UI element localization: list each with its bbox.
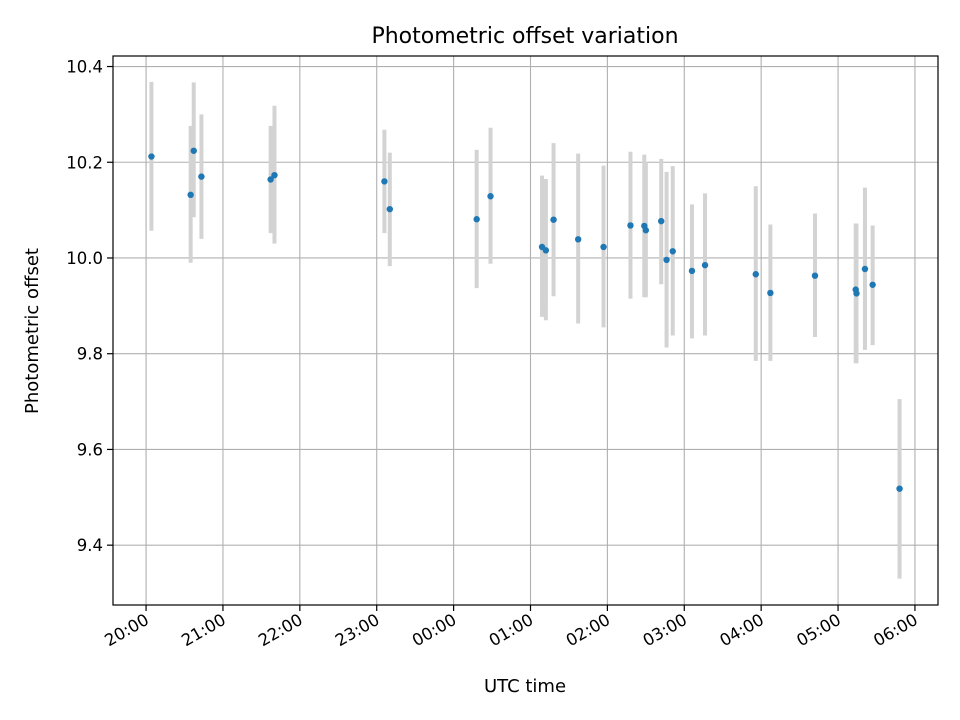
data-point [187,191,194,199]
data-point [381,178,388,185]
data-point [811,272,819,279]
chart-title: Photometric offset variation [371,24,678,49]
data-point [752,271,759,278]
x-axis: 20:00 21:00 22:00 23:00 00:00 01:00 02:00 03:00… [101,605,921,650]
x-tick-label: 21:00 [178,610,229,650]
x-tick-label: 20:00 [101,610,152,650]
data-point [473,216,480,223]
data-point [627,222,634,229]
data-point [550,216,557,223]
data-point [688,267,696,275]
data-point [861,265,869,273]
y-axis-label: Photometric offset [22,248,43,414]
y-tick-label: 10.2 [66,153,103,172]
x-tick-label: 22:00 [255,610,306,650]
data-point [663,256,670,264]
data-point [869,281,876,288]
data-point [198,173,205,180]
y-tick-label: 9.6 [77,440,103,459]
data-point [267,176,274,183]
data-points [148,147,903,492]
x-tick-label: 06:00 [870,610,921,650]
data-point [148,153,155,160]
y-axis: 9.4 9.6 9.8 10.0 10.2 10.4 [66,58,113,555]
data-point [386,205,393,213]
data-point [701,261,709,269]
data-point [658,217,665,225]
grid [113,56,938,605]
x-tick-label: 01:00 [486,610,537,650]
x-tick-label: 03:00 [640,610,691,650]
data-point [487,193,494,200]
x-tick-label: 02:00 [563,610,614,650]
y-tick-label: 9.8 [77,345,103,364]
y-tick-label: 10.4 [66,58,103,77]
x-tick-label: 00:00 [409,610,460,650]
error-bars [149,81,902,579]
data-point [853,290,860,297]
data-point [542,247,550,254]
x-axis-label: UTC time [484,676,566,697]
x-tick-label: 23:00 [332,610,383,650]
data-point [669,248,676,255]
data-point [574,236,582,243]
x-tick-label: 05:00 [793,610,844,650]
data-point [896,485,903,492]
plot-frame [112,55,939,606]
y-tick-label: 10.0 [66,249,103,268]
data-point [642,227,650,234]
x-tick-label: 04:00 [716,610,767,650]
data-point [600,243,607,251]
data-point [271,171,278,179]
data-point [767,289,774,297]
y-tick-label: 9.4 [77,536,103,555]
data-point [190,147,197,154]
